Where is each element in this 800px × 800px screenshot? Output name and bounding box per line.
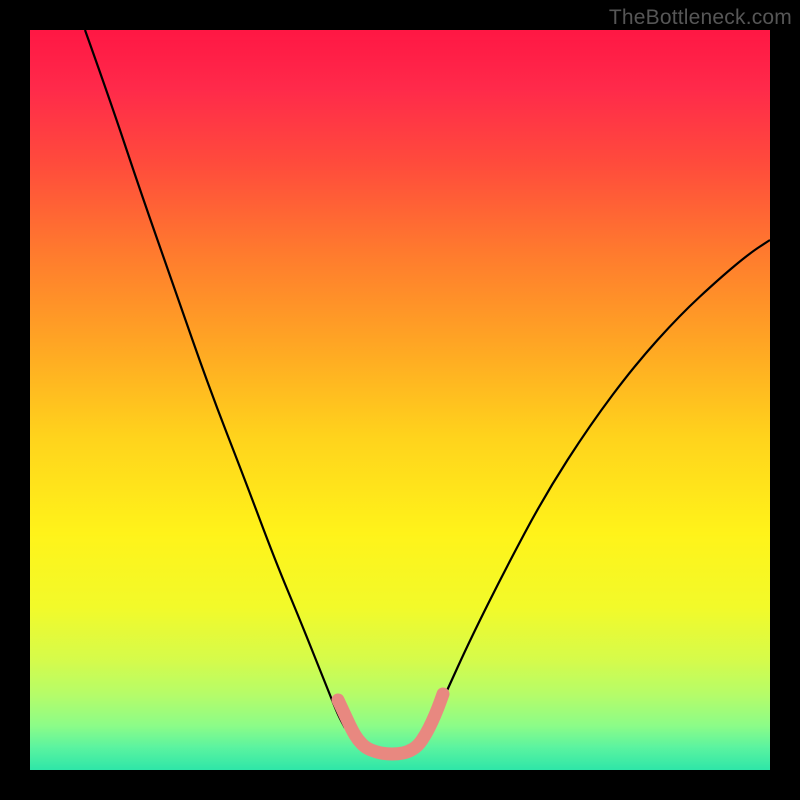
bottleneck-curve-right [430, 240, 770, 728]
curves-layer [30, 30, 770, 770]
watermark-text: TheBottleneck.com [609, 6, 792, 30]
optimal-range-highlight [338, 694, 443, 754]
bottleneck-curve-left [85, 30, 345, 728]
plot-area [30, 30, 770, 770]
